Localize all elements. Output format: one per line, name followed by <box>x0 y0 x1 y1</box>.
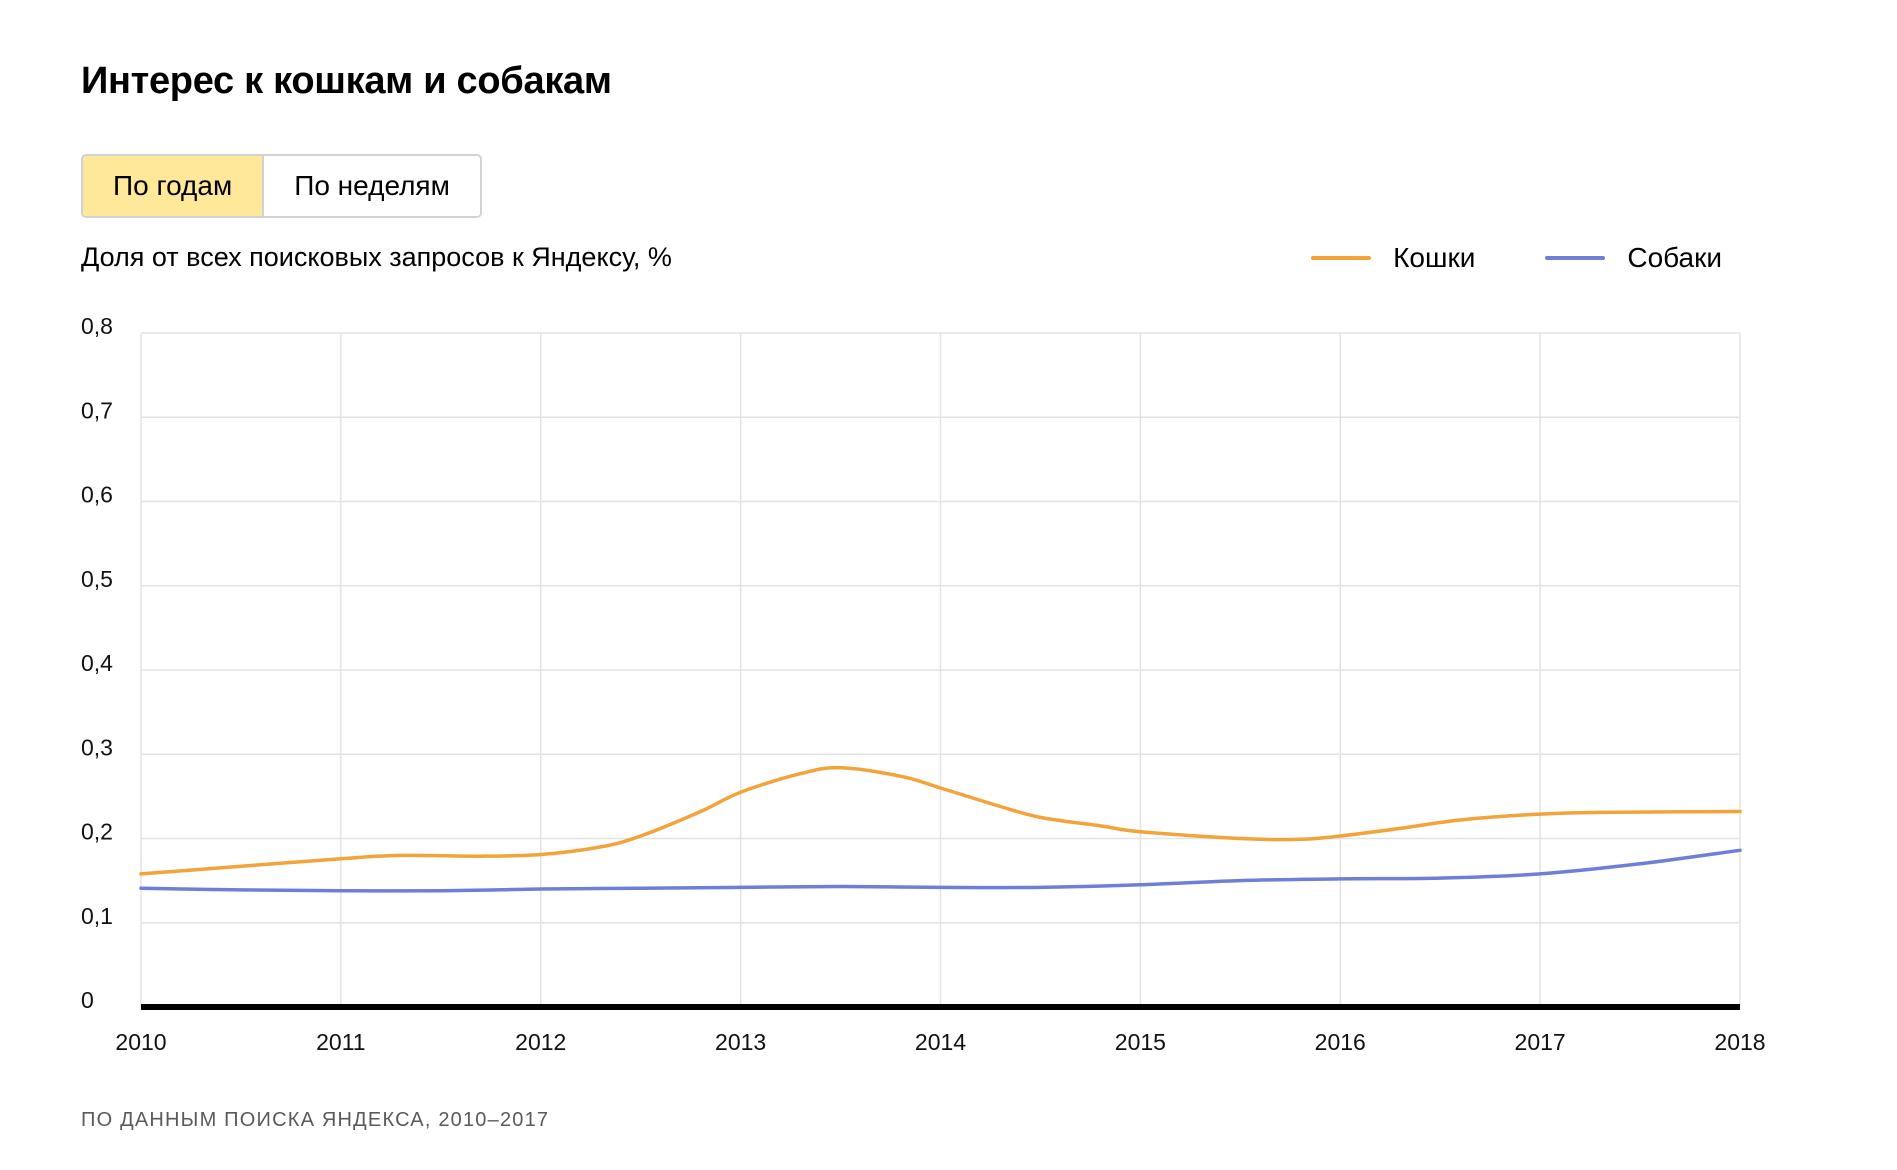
legend-label-cats: Кошки <box>1393 242 1476 273</box>
y-tick-label: 0,4 <box>81 650 113 676</box>
y-tick-label: 0,1 <box>81 903 113 929</box>
legend: Кошки Собаки <box>1241 242 1722 274</box>
legend-item-cats: Кошки <box>1311 242 1475 274</box>
by-years-button[interactable]: По годам <box>83 156 265 216</box>
legend-label-dogs: Собаки <box>1627 242 1722 273</box>
x-tick-label: 2012 <box>515 1029 566 1055</box>
dogs-series-line <box>139 848 1742 893</box>
x-tick-label: 2011 <box>316 1029 365 1055</box>
y-tick-label: 0,2 <box>81 819 113 845</box>
y-tick-label: 0,6 <box>81 482 113 508</box>
legend-swatch-cats <box>1311 256 1372 260</box>
cats-series-line <box>139 765 1742 876</box>
y-tick-label: 0,5 <box>81 566 113 592</box>
x-tick-label: 2010 <box>115 1029 166 1055</box>
by-weeks-button[interactable]: По неделям <box>264 156 480 216</box>
y-tick-label: 0,8 <box>81 313 113 339</box>
period-toggle: По годам По неделям <box>81 154 482 218</box>
x-tick-label: 2014 <box>915 1029 966 1055</box>
y-tick-label: 0,7 <box>81 397 113 423</box>
y-tick-label: 0,3 <box>81 734 113 760</box>
x-tick-label: 2015 <box>1115 1029 1166 1055</box>
chart-title: Интерес к кошкам и собакам <box>81 60 612 102</box>
legend-swatch-dogs <box>1545 256 1606 260</box>
y-tick-label: 0 <box>81 987 94 1013</box>
source-footnote: ПО ДАННЫМ ПОИСКА ЯНДЕКСА, 2010–2017 <box>81 1109 550 1131</box>
x-tick-label: 2013 <box>715 1029 766 1055</box>
x-tick-label: 2018 <box>1714 1029 1765 1055</box>
line-chart: 0 0,1 0,2 0,3 0,4 0,5 0,6 0,7 0,8 2010 2011 2012 201… <box>81 313 1766 1055</box>
y-axis-label: Доля от всех поисковых запросов к Яндекс… <box>81 242 672 272</box>
x-tick-label: 2017 <box>1515 1029 1566 1055</box>
legend-item-dogs: Собаки <box>1545 242 1722 274</box>
x-tick-label: 2016 <box>1315 1029 1366 1055</box>
